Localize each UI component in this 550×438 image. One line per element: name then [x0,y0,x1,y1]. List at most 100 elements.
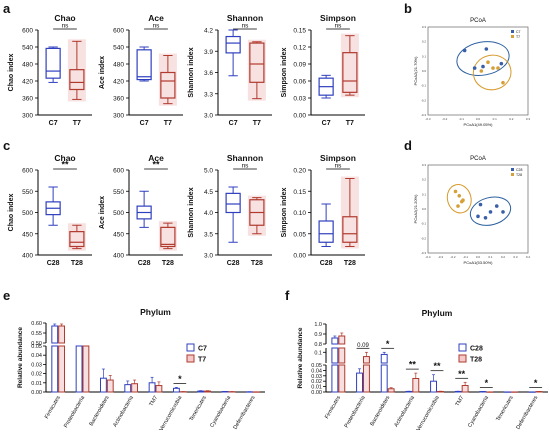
x-tick-label: T7 [253,120,261,127]
pcoa-frame [427,164,529,254]
bar [197,390,205,393]
legend-label: T7 [516,35,520,39]
y-tick-label: -0.3 [421,251,427,255]
y-tick-label: 0.55 [31,331,42,337]
scatter-point [478,202,483,207]
x-tick-label: Proteobacteria [63,394,87,429]
y-tick-label: 3.0 [204,253,213,260]
scatter-point [479,69,484,73]
bar [338,335,346,345]
x-tick-label: T7 [73,120,81,127]
x-tick-label: C28 [320,260,333,267]
significance-label: ns [242,163,250,170]
bar [331,364,339,393]
bar [155,385,163,393]
scatter-point [499,61,504,66]
bar [131,383,139,393]
scatter-point [501,80,505,85]
x-tick-label: Tenericutes [495,395,514,423]
panel-label-d: d [404,138,412,153]
panel-label-f: f [285,288,290,303]
scatter-point [484,47,489,51]
scatter-point [462,48,467,53]
box-iqr [136,49,152,81]
x-tick-label: 0.0 [476,117,481,121]
y-tick-label: 480 [22,62,33,69]
y-tick-label: 300 [22,113,33,120]
x-tick-label: TM7 [149,395,160,408]
significance-label: ns [335,23,343,30]
legend-swatch [186,343,195,352]
y-tick-label: 3.6 [204,70,213,77]
y-tick-label: 600 [113,28,124,35]
bar [363,356,370,364]
x-tick-label: C7 [322,120,331,127]
scatter-point [501,210,505,214]
box-iqr [45,47,61,79]
y-tick-label: -0.1 [421,222,427,226]
y-tick-label: 0.05 [293,231,306,238]
x-tick-label: 0.3 [513,255,518,259]
scatter-point [481,64,485,69]
y-tick-label: 600 [22,28,33,35]
y-tick-label: 0.3 [422,25,427,29]
legend-label: C28 [470,346,483,353]
bar [380,353,388,364]
y-tick-label: -0.3 [421,113,427,117]
x-tick-label: Bacteroidetes [369,395,391,427]
significance-label: * [178,374,182,384]
x-tick-label: C7 [229,120,238,127]
significance-label: ** [61,160,69,170]
y-tick-label: -0.2 [421,236,427,240]
significance-label: ns [335,163,343,170]
y-tick-label: 0.01 [311,385,322,391]
box-iqr [225,35,241,54]
y-tick-label: 0.50 [31,341,42,347]
y-tick-label: 5.0 [204,168,213,175]
bar [58,345,66,393]
y-tick-label: 0.03 [293,96,306,103]
x-tick-label: -0.2 [442,117,448,121]
x-tick-label: Bacteroidetes [89,395,111,427]
significance-label: ** [409,360,417,370]
legend-swatch [511,30,514,33]
y-tick-label: 400 [113,253,124,260]
legend-label: T28 [516,173,522,177]
legend-swatch [511,173,514,176]
x-tick-label: Actinobacteria [112,394,135,428]
group-ellipse [469,196,512,226]
significance-label: * [534,378,538,388]
y-axis-label: Shannon index [188,47,195,97]
significance-label: 0.09 [357,343,369,349]
scatter-point [494,204,499,208]
x-tick-label: -0.1 [463,255,469,259]
y-tick-label: 0.20 [293,168,306,175]
y-axis-label: Simpson index [281,48,288,98]
pcoa-frame [427,26,529,116]
y-tick-label: 0.1 [422,54,427,58]
y-tick-label: 0.03 [31,362,42,368]
y-tick-label: 0.09 [293,62,306,69]
bar-title: Phylum [422,308,453,318]
bar [204,390,212,393]
x-tick-label: -0.1 [459,117,465,121]
y-tick-label: -0.1 [421,84,427,88]
scatter-point [488,210,493,214]
bar [380,364,388,393]
legend-label: T7 [198,357,206,364]
y-axis-label: Ace index [99,196,106,229]
bar [124,384,132,393]
box-iqr [249,42,265,83]
y-tick-label: 400 [22,253,33,260]
box-title: Ace [148,13,164,23]
x-tick-label: Proteobacteria [344,394,368,429]
box-iqr [342,52,358,93]
bar [430,380,437,393]
y-axis-label: Simpson index [281,188,288,238]
y-tick-label: 500 [22,210,33,217]
x-tick-label: Verrucomicrobia [158,394,184,432]
y-tick-label: 0.0 [422,69,427,73]
y-tick-label: 0.01 [31,381,42,387]
box-title: Chao [54,13,75,23]
y-axis-label: Relative abundance [297,327,304,388]
